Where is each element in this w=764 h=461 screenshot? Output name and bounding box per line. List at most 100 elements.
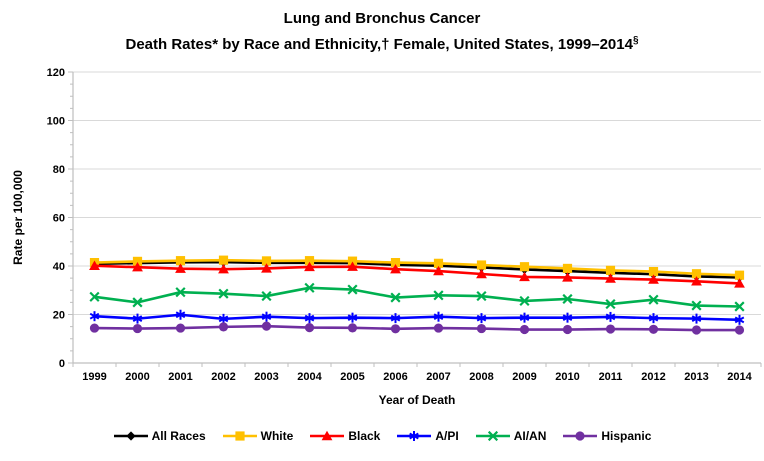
x-tick-label-2001: 2001	[168, 371, 192, 383]
series-black-marker	[433, 265, 444, 276]
series-hispanic-marker	[218, 322, 229, 332]
legend-marker-glyph-ai-an	[487, 430, 498, 442]
section-mark: §	[632, 35, 639, 46]
series-white-marker	[476, 260, 487, 270]
x-tick-label-2013: 2013	[684, 371, 708, 383]
y-tick-label-0: 0	[59, 358, 65, 370]
x-tick-label-2002: 2002	[211, 371, 235, 383]
legend-item-hispanic: Hispanic	[562, 429, 651, 443]
series-hispanic-line	[94, 324, 740, 332]
series-a-pi-marker	[347, 312, 358, 323]
series-white-marker	[433, 258, 444, 268]
series-black-marker	[132, 262, 143, 272]
series-a-pi-marker	[175, 309, 186, 320]
series-a-pi-marker	[390, 313, 401, 324]
series-hispanic-marker	[175, 323, 186, 333]
series-black-marker	[261, 263, 272, 273]
series-black-marker	[390, 263, 401, 274]
chart-title-line-1: Lung and Bronchus Cancer	[283, 10, 481, 27]
chart-title: Lung and Bronchus Cancer Death Rates* by…	[0, 8, 764, 56]
series-a-pi-marker	[734, 314, 745, 325]
y-tick-label-60: 60	[53, 213, 65, 225]
y-tick-label-100: 100	[47, 116, 65, 128]
legend-marker-hispanic	[563, 431, 598, 441]
legend-marker-ai-an	[475, 430, 510, 442]
x-tick-label-1999: 1999	[82, 371, 106, 383]
series-white	[89, 255, 745, 280]
series-white-marker	[605, 265, 616, 275]
series-black-line	[94, 264, 740, 285]
series-ai-an-marker	[734, 301, 745, 312]
series-white-marker	[218, 255, 229, 265]
series-black-marker	[218, 263, 229, 274]
series-a-pi-marker	[476, 313, 487, 324]
series-hispanic-marker	[89, 323, 100, 333]
legend-label-ai-an: AI/AN	[513, 429, 547, 443]
series-a-pi-marker	[132, 313, 143, 324]
x-tick-label-2006: 2006	[383, 371, 407, 383]
series-ai-an-marker	[562, 293, 573, 305]
legend-marker-a-pi	[397, 431, 432, 441]
legend-label-black: Black	[348, 429, 381, 443]
series-black-marker	[691, 276, 702, 286]
legend-marker-black	[310, 430, 345, 441]
x-tick-label-2000: 2000	[125, 371, 149, 383]
series-white-marker	[132, 256, 143, 266]
series-ai-an-marker	[390, 292, 401, 303]
series-ai-an-marker	[433, 290, 444, 301]
series-ai-an-marker	[476, 290, 487, 302]
series-white-marker	[261, 256, 272, 266]
series-ai-an-marker	[304, 282, 315, 293]
legend-marker-glyph-white	[235, 431, 245, 441]
legend-item-a-pi: A/PI	[396, 429, 459, 443]
series-white-marker	[175, 256, 186, 266]
series-all-races-line	[94, 260, 740, 279]
series-white-marker	[648, 266, 659, 277]
series-white-marker	[519, 262, 530, 272]
legend-label-hispanic: Hispanic	[601, 429, 652, 443]
series-hispanic-marker	[562, 324, 573, 335]
series-hispanic	[89, 321, 745, 335]
series-ai-an-marker	[347, 284, 358, 295]
x-tick-label-2003: 2003	[254, 371, 278, 383]
line-chart: 0 20 40 60 80 100 120 1999 2000 2001 2002 2003 2004 2…	[11, 67, 762, 407]
series-white-marker	[304, 256, 315, 266]
chart-legend: All Races White Black A/PI AI/AN Hispanic	[0, 429, 764, 443]
series-black	[89, 260, 745, 288]
series-black-marker	[304, 261, 315, 272]
series-ai-an-marker	[605, 298, 616, 310]
series-ai-an-marker	[89, 291, 100, 302]
series-hispanic-marker	[132, 323, 143, 334]
series-ai-an-marker	[648, 294, 659, 305]
series-a-pi-marker	[218, 313, 229, 324]
x-tick-label-2012: 2012	[641, 371, 665, 383]
series-a-pi	[89, 309, 745, 325]
series-black-marker	[605, 273, 616, 283]
series-white-marker	[347, 256, 358, 266]
y-tick-label-40: 40	[53, 261, 65, 273]
series-ai-an-marker	[132, 297, 143, 308]
x-tick-label-2014: 2014	[727, 371, 752, 383]
x-tick-label-2010: 2010	[555, 371, 579, 383]
series-a-pi-marker	[304, 313, 315, 324]
x-tick-label-2007: 2007	[426, 371, 450, 383]
chart-title-line-2: Death Rates* by Race and Ethnicity,† Fem…	[125, 35, 639, 53]
series-hispanic-marker	[347, 323, 358, 333]
series-hispanic-marker	[691, 325, 702, 335]
x-tick-label-2009: 2009	[512, 371, 536, 383]
legend-label-all-races: All Races	[151, 429, 206, 443]
series-a-pi-line	[94, 313, 740, 322]
series-black-marker	[89, 260, 100, 270]
series-ai-an-marker	[175, 287, 186, 298]
series-a-pi-marker	[605, 311, 616, 322]
series-a-pi-marker	[433, 311, 444, 322]
x-axis-title: Year of Death	[379, 393, 456, 407]
y-tick-label-80: 80	[53, 164, 65, 176]
legend-item-black: Black	[309, 429, 380, 443]
series-hispanic-marker	[648, 324, 659, 334]
series-ai-an-marker	[261, 290, 272, 302]
series-black-marker	[347, 261, 358, 271]
series-a-pi-marker	[648, 313, 659, 324]
legend-marker-glyph-all-races	[126, 431, 136, 441]
